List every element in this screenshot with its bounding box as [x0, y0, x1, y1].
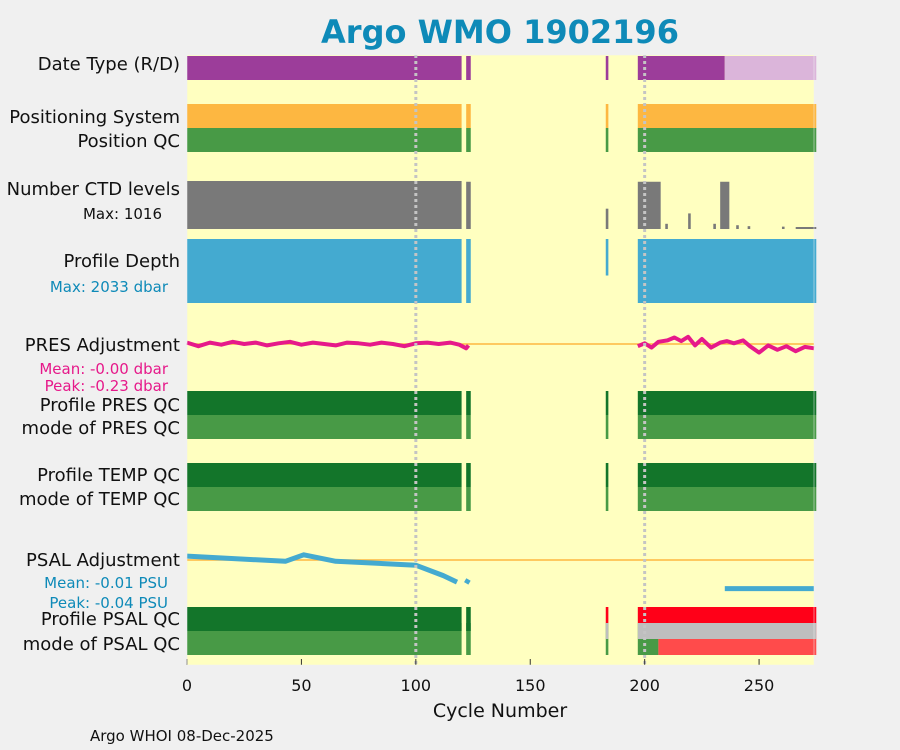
profile-temp-qc-segment: [187, 463, 462, 487]
label-profile-psal-qc: Profile PSAL QC: [41, 609, 180, 630]
label-mode-temp-qc: mode of TEMP QC: [19, 489, 180, 510]
mode-temp-qc-segment: [605, 487, 609, 511]
x-tick-label: 250: [744, 676, 775, 695]
row-labels: Date Type (R/D) Positioning System Posit…: [7, 54, 180, 655]
positioning-system-segment: [637, 104, 817, 128]
profile-temp-qc-segment: [466, 463, 471, 487]
plot-area: [187, 55, 814, 665]
mode-pres-qc-segment: [466, 415, 471, 439]
mode-psal-qc-segment: [466, 623, 471, 655]
profile-depth-bar: [605, 239, 609, 276]
ctd-levels-bar: [466, 181, 471, 229]
ctd-levels-bar: [736, 225, 739, 229]
profile-depth-bar: [466, 239, 471, 303]
mode-temp-qc-segment: [637, 487, 817, 511]
positioning-system-segment: [605, 104, 609, 128]
mode-temp-qc-segment: [466, 487, 471, 511]
profile-psal-qc-segment: [605, 607, 609, 623]
psal-adjustment-line: [464, 578, 471, 585]
position-qc-segment: [637, 128, 817, 152]
x-tick-label: 50: [291, 676, 311, 695]
label-profile-pres-qc: Profile PRES QC: [40, 395, 180, 416]
label-psal-adjustment: PSAL Adjustment: [26, 550, 180, 571]
data-type-segment: [466, 56, 471, 80]
ctd-levels-bar: [795, 227, 817, 229]
mode-pres-qc-segment: [605, 415, 609, 439]
profile-pres-qc-segment: [187, 391, 462, 415]
ctd-max-label: Max: 1016: [83, 205, 162, 223]
depth-max-label: Max: 2033 dbar: [50, 278, 169, 296]
profile-pres-qc-segment: [637, 391, 817, 415]
profile-psal-qc-segment: [466, 607, 471, 631]
x-axis-label: Cycle Number: [433, 700, 567, 722]
positioning-system-segment: [187, 104, 462, 128]
mode-temp-qc-segment: [187, 487, 462, 511]
label-positioning-system: Positioning System: [9, 107, 180, 128]
ctd-levels-bar: [637, 181, 661, 229]
profile-temp-qc-segment: [637, 463, 817, 487]
x-tick-label: 100: [401, 676, 432, 695]
plot-frame: [186, 54, 815, 666]
ctd-levels-bar: [688, 213, 691, 229]
profile-pres-qc-segment: [466, 391, 471, 415]
pres-adjustment-line: [186, 339, 471, 351]
positioning-system-segment: [466, 104, 471, 128]
psal-adjustment-line: [186, 552, 459, 585]
psal-peak-label: Peak: -0.04 PSU: [49, 594, 168, 612]
position-qc-segment: [187, 128, 462, 152]
ctd-levels-bar: [187, 181, 462, 229]
label-pres-adjustment: PRES Adjustment: [25, 335, 180, 356]
position-qc-segment: [466, 128, 471, 152]
x-axis-ticks: 0 50 100 150 200 250: [182, 676, 774, 695]
row-sublabels: Max: 1016 Max: 2033 dbar Mean: -0.00 dba…: [39, 205, 169, 612]
label-data-type: Date Type (R/D): [38, 54, 180, 75]
ctd-levels-bar: [720, 181, 730, 229]
profile-psal-qc-segment-lower: [605, 623, 609, 639]
label-profile-depth: Profile Depth: [63, 251, 180, 272]
profile-psal-qc-segment: [187, 607, 462, 631]
ctd-levels-bar: [605, 208, 609, 229]
label-mode-pres-qc: mode of PRES QC: [22, 418, 180, 439]
footer-label: Argo WHOI 08-Dec-2025: [90, 727, 274, 745]
x-tick-label: 200: [629, 676, 660, 695]
profile-pres-qc-segment: [605, 391, 609, 415]
x-tick-label: 150: [515, 676, 546, 695]
position-qc-segment: [605, 128, 609, 152]
label-mode-psal-qc: mode of PSAL QC: [23, 634, 180, 655]
mode-pres-qc-segment: [637, 415, 817, 439]
mode-pres-qc-segment: [187, 415, 462, 439]
psal-mean-label: Mean: -0.01 PSU: [44, 574, 168, 592]
data-type-segment: [187, 56, 462, 80]
profile-depth-bar: [187, 239, 462, 303]
ctd-levels-bar: [781, 226, 785, 229]
profile-depth-bar: [637, 239, 817, 303]
ctd-levels-bar: [713, 223, 716, 229]
data-type-segment: [605, 56, 609, 80]
figure-title: Argo WMO 1902196: [321, 13, 679, 51]
data-type-segment: [637, 56, 725, 80]
ctd-levels-bar: [665, 223, 668, 229]
label-ctd-levels: Number CTD levels: [7, 179, 180, 200]
x-tick-label: 0: [182, 676, 192, 695]
label-profile-temp-qc: Profile TEMP QC: [37, 465, 180, 486]
profile-psal-qc-segment-lower: [637, 623, 817, 639]
pres-adjustment-line: [637, 334, 815, 355]
pres-peak-label: Peak: -0.23 dbar: [45, 377, 169, 395]
label-position-qc: Position QC: [77, 131, 180, 152]
profile-temp-qc-segment: [605, 463, 609, 487]
pres-mean-label: Mean: -0.00 dbar: [39, 360, 169, 378]
chart-marks: [186, 55, 817, 665]
ctd-levels-bar: [747, 226, 751, 229]
profile-psal-qc-segment: [637, 607, 817, 623]
data-type-segment: [724, 56, 817, 80]
